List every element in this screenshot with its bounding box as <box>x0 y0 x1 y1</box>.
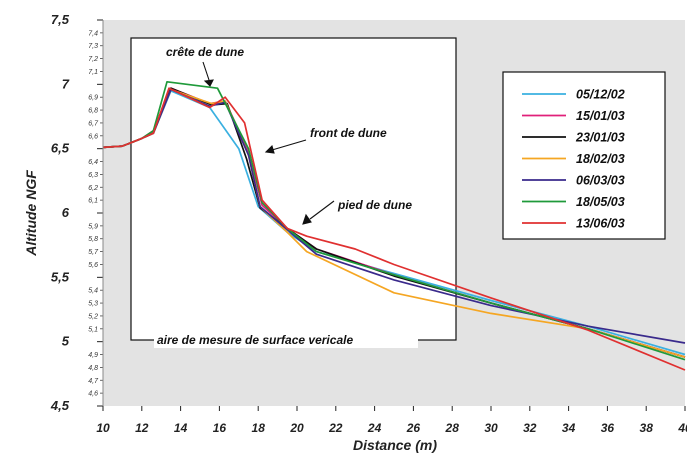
y-minor-tick-label: 5,3 <box>88 301 98 308</box>
x-tick-label: 36 <box>601 421 615 435</box>
area-label-bg <box>154 332 418 348</box>
legend-label: 15/01/03 <box>576 109 625 123</box>
y-minor-tick-label: 6,1 <box>88 198 98 205</box>
x-axis-title: Distance (m) <box>353 437 437 453</box>
x-tick-label: 20 <box>289 421 304 435</box>
y-minor-tick-label: 5,8 <box>88 236 98 243</box>
y-minor-tick-label: 7,1 <box>88 69 98 76</box>
x-axis-ticks: 10 12 14 16 18 20 22 24 26 28 30 32 34 36 38 40 <box>96 406 687 435</box>
y-minor-tick-label: 6,3 <box>88 172 98 179</box>
x-tick-label: 26 <box>406 421 421 435</box>
y-minor-tick-label: 5,1 <box>88 326 98 333</box>
x-tick-label: 34 <box>562 421 576 435</box>
y-major-tick-label: 5,5 <box>51 269 70 284</box>
y-major-tick-label: 5 <box>62 334 70 349</box>
y-axis-title: Altitude NGF <box>23 170 39 257</box>
y-minor-tick-label: 5,7 <box>88 249 99 256</box>
y-axis-ticks: 4,5 5 5,5 6 6,5 7 7,5 4,6 4,7 4,8 4,9 5,1 5,2 5,3 5,4 5… <box>50 12 103 413</box>
legend-label: 06/03/03 <box>576 174 625 188</box>
y-minor-tick-label: 4,9 <box>88 352 98 359</box>
legend-label: 13/06/03 <box>576 217 625 231</box>
x-tick-label: 38 <box>640 421 654 435</box>
x-tick-label: 24 <box>367 421 382 435</box>
y-minor-tick-label: 7,4 <box>88 30 98 37</box>
y-major-tick-label: 4,5 <box>50 398 70 413</box>
y-minor-tick-label: 5,4 <box>88 288 98 295</box>
x-tick-label: 12 <box>135 421 149 435</box>
y-major-tick-label: 7 <box>62 76 70 91</box>
y-major-tick-label: 6,5 <box>51 141 70 156</box>
x-tick-label: 22 <box>328 421 343 435</box>
x-tick-label: 28 <box>445 421 460 435</box>
series-line-6 <box>102 87 686 371</box>
legend-label: 05/12/02 <box>576 88 625 102</box>
y-minor-tick-label: 7,3 <box>88 43 98 50</box>
y-minor-tick-label: 4,6 <box>88 391 98 398</box>
legend-label: 23/01/03 <box>575 131 625 145</box>
x-tick-label: 32 <box>523 421 537 435</box>
annotation-arrows <box>202 61 335 225</box>
x-tick-label: 40 <box>677 421 687 435</box>
y-major-tick-label: 7,5 <box>51 12 70 27</box>
y-minor-tick-label: 6,7 <box>88 120 99 127</box>
measurement-area-box <box>130 37 457 341</box>
y-minor-tick-label: 6,2 <box>88 185 98 192</box>
y-major-tick-label: 6 <box>62 205 70 220</box>
y-minor-tick-label: 6,4 <box>88 159 98 166</box>
front-label: front de dune <box>310 126 387 140</box>
x-tick-label: 18 <box>252 421 266 435</box>
x-tick-label: 16 <box>213 421 227 435</box>
y-minor-tick-label: 4,7 <box>88 378 99 385</box>
foot-label: pied de dune <box>337 198 412 212</box>
legend-label: 18/05/03 <box>576 195 625 209</box>
y-minor-tick-label: 4,8 <box>88 365 98 372</box>
area-label: aire de mesure de surface vericale <box>157 333 353 347</box>
legend: 05/12/02 15/01/03 23/01/03 18/02/03 06/03/03… <box>522 88 625 231</box>
legend-label: 18/02/03 <box>576 152 625 166</box>
y-minor-tick-label: 5,2 <box>88 313 98 320</box>
y-minor-tick-label: 6,9 <box>88 95 98 102</box>
x-tick-label: 10 <box>96 421 110 435</box>
series-lines <box>102 80 686 371</box>
crest-label: crête de dune <box>166 45 244 59</box>
y-minor-tick-label: 6,6 <box>88 133 98 140</box>
y-minor-tick-label: 5,9 <box>88 223 98 230</box>
x-tick-label: 14 <box>174 421 188 435</box>
x-tick-label: 30 <box>484 421 498 435</box>
y-minor-tick-label: 6,8 <box>88 108 98 115</box>
y-minor-tick-label: 7,2 <box>88 56 98 63</box>
legend-box <box>502 71 666 240</box>
y-minor-tick-label: 5,6 <box>88 262 98 269</box>
